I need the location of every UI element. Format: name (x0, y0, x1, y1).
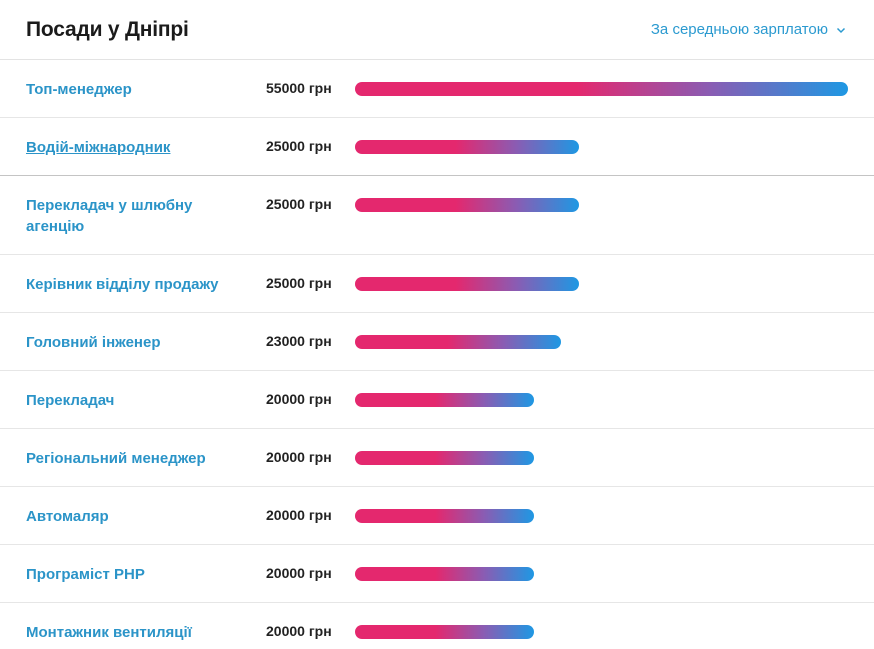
job-row: Монтажник вентиляції 20000 грн (0, 603, 874, 649)
job-title-link[interactable]: Перекладач у шлюбну агенцію (26, 197, 193, 235)
job-salary: 20000 грн (266, 449, 332, 465)
salary-bar (355, 198, 579, 212)
job-row: Головний інженер 23000 грн (0, 313, 874, 371)
job-row: Програміст PHP 20000 грн (0, 545, 874, 603)
page-title: Посади у Дніпрі (26, 18, 189, 41)
page-header: Посади у Дніпрі За середньою зарплатою (0, 0, 874, 60)
job-salary: 23000 грн (266, 333, 332, 349)
job-row: Водій-міжнародник 25000 грн (0, 118, 874, 176)
job-title-link[interactable]: Водій-міжнародник (26, 139, 171, 156)
job-row: Перекладач 20000 грн (0, 371, 874, 429)
job-title-link[interactable]: Програміст PHP (26, 566, 145, 583)
salary-bar (355, 82, 848, 96)
job-salary: 20000 грн (266, 623, 332, 639)
job-salary: 25000 грн (266, 196, 332, 212)
job-row: Регіональний менеджер 20000 грн (0, 429, 874, 487)
salary-bar (355, 625, 534, 639)
job-row: Керівник відділу продажу 25000 грн (0, 255, 874, 313)
job-salary: 20000 грн (266, 565, 332, 581)
salary-bar (355, 451, 534, 465)
salary-bar (355, 277, 579, 291)
job-title-link[interactable]: Керівник відділу продажу (26, 276, 219, 293)
chevron-down-icon (836, 27, 846, 33)
job-salary: 55000 грн (266, 80, 332, 96)
job-list: Топ-менеджер 55000 грн Водій-міжнародник… (0, 60, 874, 649)
salary-bar (355, 393, 534, 407)
job-row: Перекладач у шлюбну агенцію 25000 грн (0, 176, 874, 255)
job-title-link[interactable]: Монтажник вентиляції (26, 624, 192, 641)
job-salary: 25000 грн (266, 138, 332, 154)
job-title-link[interactable]: Перекладач (26, 392, 115, 409)
job-row: Автомаляр 20000 грн (0, 487, 874, 545)
job-title-link[interactable]: Головний інженер (26, 334, 161, 351)
sort-dropdown-label: За середньою зарплатою (650, 21, 828, 38)
job-salary: 20000 грн (266, 391, 332, 407)
job-title-link[interactable]: Автомаляр (26, 508, 109, 525)
salary-bar (355, 567, 534, 581)
sort-dropdown[interactable]: За середньою зарплатою (651, 21, 846, 38)
salary-bar (355, 335, 561, 349)
job-salary: 25000 грн (266, 275, 332, 291)
job-salary: 20000 грн (266, 507, 332, 523)
job-row: Топ-менеджер 55000 грн (0, 60, 874, 118)
job-title-link[interactable]: Регіональний менеджер (26, 450, 206, 467)
salary-bar (355, 509, 534, 523)
salary-bar (355, 140, 579, 154)
job-title-link[interactable]: Топ-менеджер (26, 81, 132, 98)
